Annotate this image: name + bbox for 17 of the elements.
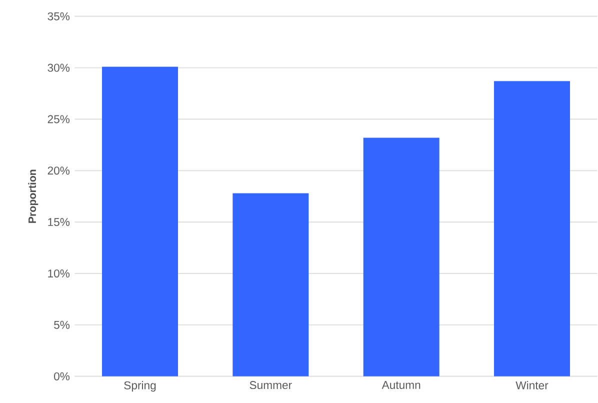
y-tick-label: 0% (54, 372, 70, 380)
bar (102, 66, 178, 376)
y-tick-label: 10% (48, 269, 70, 278)
x-tick-label: Spring (124, 381, 156, 392)
bar (494, 81, 570, 376)
bar (363, 138, 440, 376)
y-tick-label: 20% (48, 166, 70, 175)
y-tick-label: 5% (54, 320, 70, 329)
y-tick-label: 15% (48, 218, 70, 226)
x-tick-label: Summer (250, 381, 292, 390)
bar (232, 193, 309, 376)
y-tick-label: 35% (48, 12, 70, 20)
y-tick-label: 30% (48, 64, 70, 72)
y-tick-label: 25% (48, 115, 70, 124)
x-tick-label: Autumn (382, 381, 420, 389)
x-tick-label: Winter (516, 381, 548, 390)
y-axis-title: Proportion (28, 170, 38, 223)
